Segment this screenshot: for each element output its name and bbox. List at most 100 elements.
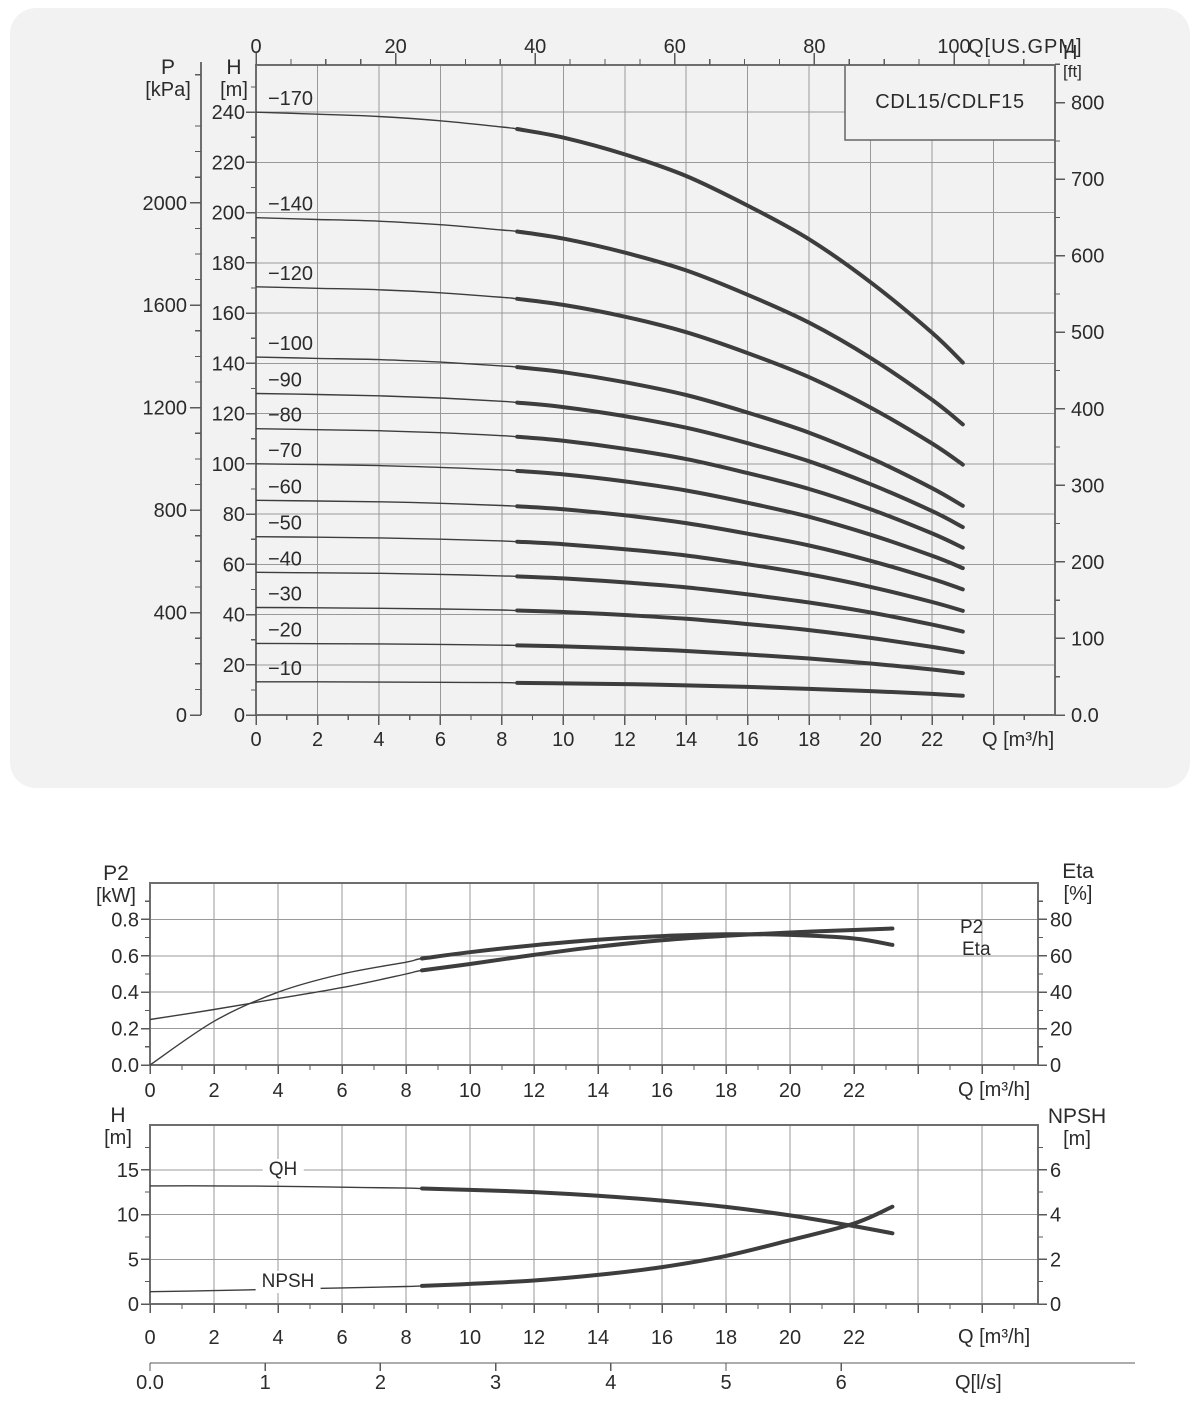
curve-duty-−80	[515, 434, 965, 550]
svg-text:0: 0	[1050, 1294, 1061, 1316]
ft-axis-symbol: H	[1063, 42, 1078, 64]
npsh-axis-unit: [m]	[1063, 1128, 1091, 1150]
svg-text:800: 800	[1071, 93, 1104, 115]
svg-text:22: 22	[843, 1080, 865, 1102]
svg-text:0.0: 0.0	[111, 1055, 139, 1077]
ft-axis-unit: [ft]	[1063, 62, 1082, 81]
svg-text:20: 20	[223, 655, 245, 677]
svg-text:18: 18	[715, 1080, 737, 1102]
npsh-curve-label: NPSH	[255, 1271, 321, 1293]
main-x-axis-label: Q [m³/h]	[982, 729, 1055, 751]
svg-text:2: 2	[375, 1372, 386, 1394]
svg-text:120: 120	[212, 404, 245, 426]
svg-text:−170: −170	[268, 88, 313, 110]
main-curves: −170 −140 −120 −100 −90 −80 −70 −60 −50 −40 −30 −20…	[255, 88, 965, 698]
svg-text:12: 12	[614, 729, 636, 751]
svg-text:2: 2	[208, 1080, 219, 1102]
p2-axis-symbol: P2	[103, 862, 129, 885]
svg-text:0.6: 0.6	[111, 946, 139, 968]
h-axis-title: H [m]	[206, 56, 262, 102]
svg-text:60: 60	[664, 36, 686, 58]
svg-text:300: 300	[1071, 475, 1104, 497]
svg-text:3: 3	[490, 1372, 501, 1394]
svg-text:800: 800	[154, 500, 187, 522]
svg-text:80: 80	[223, 504, 245, 526]
svg-text:14: 14	[675, 729, 697, 751]
svg-text:−20: −20	[268, 619, 302, 641]
svg-text:20: 20	[779, 1327, 801, 1349]
bot-axes: 0 2 4 6 8 10 12 14 16 18 20 22 0 5 10 15 0 2 4 6	[117, 1146, 1061, 1349]
svg-text:−80: −80	[268, 405, 302, 427]
svg-text:10: 10	[459, 1327, 481, 1349]
p2-curve-label: P2	[960, 917, 984, 938]
svg-text:10: 10	[552, 729, 574, 751]
svg-text:−50: −50	[268, 513, 302, 535]
svg-text:20: 20	[779, 1080, 801, 1102]
curve-P2	[149, 927, 893, 1021]
svg-text:4: 4	[373, 729, 384, 751]
svg-text:700: 700	[1071, 169, 1104, 191]
svg-text:100: 100	[212, 454, 245, 476]
svg-text:80: 80	[1050, 909, 1072, 931]
curve-duty-−50	[515, 539, 965, 613]
svg-text:40: 40	[223, 605, 245, 627]
pump-model-title: CDL15/CDLF15	[875, 90, 1025, 113]
h-axis-unit: [m]	[220, 79, 248, 101]
svg-text:20: 20	[384, 36, 406, 58]
npsh-axis-symbol: NPSH	[1047, 1105, 1107, 1128]
svg-text:180: 180	[212, 253, 245, 275]
curve-duty-−20	[515, 643, 965, 676]
ls-axis: 0.0 1 2 3 4 5 6	[136, 1362, 1135, 1394]
svg-text:12: 12	[523, 1327, 545, 1349]
svg-text:6: 6	[435, 729, 446, 751]
svg-text:0: 0	[144, 1080, 155, 1102]
svg-text:1200: 1200	[143, 398, 188, 420]
svg-text:40: 40	[524, 36, 546, 58]
svg-text:−10: −10	[268, 658, 302, 680]
svg-text:16: 16	[651, 1080, 673, 1102]
svg-text:160: 160	[212, 303, 245, 325]
svg-text:16: 16	[737, 729, 759, 751]
svg-text:600: 600	[1071, 246, 1104, 268]
svg-text:14: 14	[587, 1327, 609, 1349]
curve-duty-Eta	[420, 932, 895, 961]
gpm-axis-label: Q[US.GPM]	[968, 36, 1083, 58]
qh-curve-label: QH	[262, 1159, 304, 1181]
svg-text:4: 4	[272, 1327, 283, 1349]
svg-text:4: 4	[1050, 1205, 1061, 1227]
svg-text:60: 60	[223, 554, 245, 576]
svg-text:1: 1	[260, 1372, 271, 1394]
svg-text:4: 4	[272, 1080, 283, 1102]
svg-text:100: 100	[937, 36, 970, 58]
svg-text:6: 6	[336, 1327, 347, 1349]
svg-text:6: 6	[1050, 1160, 1061, 1182]
svg-text:0.2: 0.2	[111, 1019, 139, 1041]
svg-text:14: 14	[587, 1080, 609, 1102]
eta-axis-unit: [%]	[1063, 883, 1093, 905]
svg-text:0: 0	[250, 729, 261, 751]
svg-text:6: 6	[336, 1080, 347, 1102]
svg-text:6: 6	[836, 1372, 847, 1394]
svg-text:0: 0	[128, 1294, 139, 1316]
curve-duty-P2	[420, 926, 895, 973]
svg-text:−90: −90	[268, 370, 302, 392]
main-axes: 0 2 4 6 8 10 12 14 16 18 20 220 20 40 60 80 100020406080…	[143, 36, 1105, 751]
svg-text:5: 5	[720, 1372, 731, 1394]
curve-duty-−100	[515, 365, 965, 508]
svg-text:−40: −40	[268, 548, 302, 570]
svg-text:18: 18	[715, 1327, 737, 1349]
mid-plot-border	[149, 882, 1039, 1066]
curve-duty-−140	[515, 229, 965, 427]
h2-axis-title: H [m]	[90, 1104, 146, 1150]
eta-axis-title: Eta [%]	[1048, 860, 1108, 906]
p-axis-title: P [kPa]	[140, 56, 196, 102]
p-axis-unit: [kPa]	[145, 79, 191, 101]
mid-axes: 0 2 4 6 8 10 12 14 16 18 20 22 0.0 0.2 0.4 0.6 0.8 0 20 40 6…	[111, 900, 1072, 1102]
svg-text:−30: −30	[268, 584, 302, 606]
main-gridlines	[256, 65, 1055, 715]
svg-text:100: 100	[1071, 628, 1104, 650]
mid-gridlines	[150, 883, 1038, 1065]
svg-text:20: 20	[1050, 1019, 1072, 1041]
mid-x-axis-label: Q [m³/h]	[958, 1079, 1031, 1101]
svg-text:12: 12	[523, 1080, 545, 1102]
